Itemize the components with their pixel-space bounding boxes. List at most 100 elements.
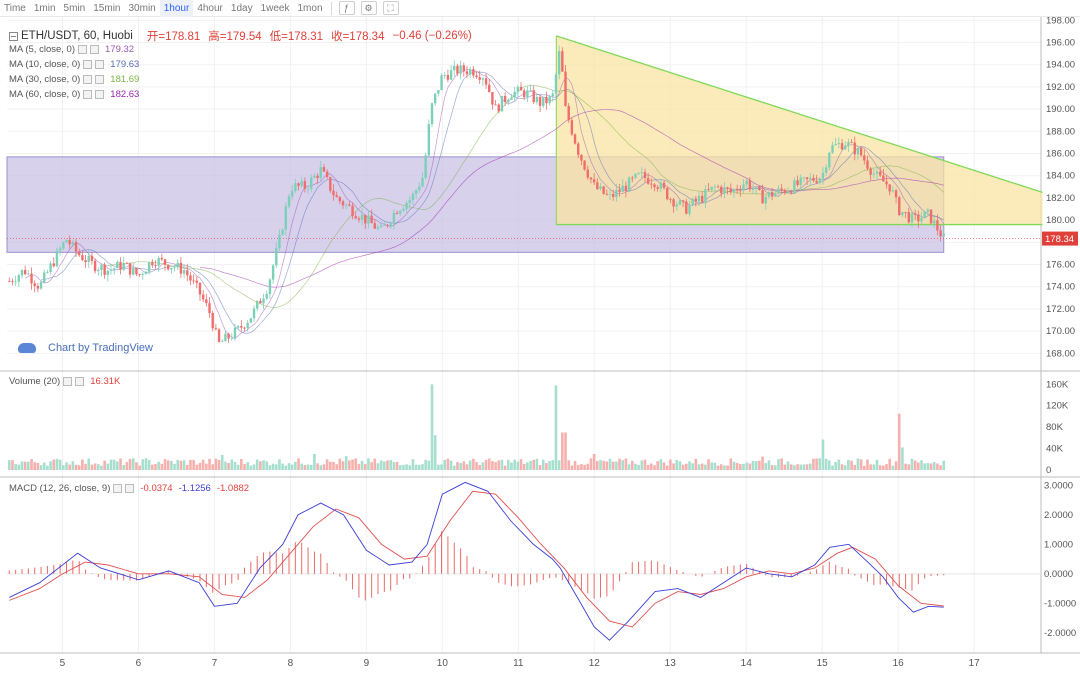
volume-bar bbox=[252, 464, 256, 470]
volume-bar bbox=[675, 459, 679, 470]
interval-15min[interactable]: 15min bbox=[93, 2, 121, 14]
volume-bar bbox=[39, 465, 43, 470]
candle-body bbox=[310, 177, 313, 189]
candle-body bbox=[265, 294, 268, 299]
macd-legend-label[interactable]: MACD (12, 26, close, 9) bbox=[9, 483, 111, 494]
interval-30min[interactable]: 30min bbox=[128, 2, 156, 14]
volume-bar bbox=[246, 462, 249, 470]
settings-icon[interactable] bbox=[83, 75, 93, 84]
close-icon[interactable] bbox=[75, 377, 85, 386]
volume-bar bbox=[205, 463, 208, 470]
settings-icon[interactable] bbox=[78, 45, 87, 54]
volume-bar bbox=[427, 460, 431, 470]
volume-bar bbox=[424, 459, 427, 470]
interval-1hour[interactable]: 1hour bbox=[159, 0, 194, 17]
candle-body bbox=[389, 223, 392, 226]
candle-body bbox=[697, 195, 701, 202]
volume-bar bbox=[742, 463, 745, 470]
close-icon[interactable] bbox=[125, 484, 135, 493]
macd-tick-label: 2.0000 bbox=[1044, 510, 1073, 521]
volume-bar bbox=[526, 462, 529, 470]
settings-icon[interactable] bbox=[83, 90, 93, 99]
candle-body bbox=[65, 239, 68, 243]
symbol-title[interactable]: ETH/USDT, 60, Huobi bbox=[21, 30, 133, 42]
volume-bar bbox=[452, 465, 456, 470]
volume-bar bbox=[716, 465, 720, 470]
volume-bar bbox=[243, 463, 246, 470]
candle-body bbox=[516, 86, 520, 92]
candle-body bbox=[700, 195, 704, 202]
volume-bar bbox=[383, 461, 386, 470]
volume-bar bbox=[828, 460, 831, 470]
volume-bar bbox=[618, 458, 621, 470]
ma-line bbox=[41, 71, 944, 334]
drawings-layer bbox=[6, 35, 1043, 253]
volume-bar bbox=[710, 462, 714, 470]
volume-bar bbox=[322, 464, 326, 470]
volume-bar bbox=[532, 459, 536, 470]
interval-1mon[interactable]: 1mon bbox=[297, 2, 323, 14]
volume-bar bbox=[189, 459, 192, 470]
interval-5min[interactable]: 5min bbox=[63, 2, 86, 14]
volume-bar bbox=[608, 458, 612, 470]
candle-body bbox=[402, 208, 405, 211]
fullscreen-icon[interactable]: ⛶ bbox=[382, 1, 399, 15]
volume-bar bbox=[735, 462, 739, 470]
close-icon[interactable] bbox=[95, 75, 105, 84]
volume-bar bbox=[894, 461, 898, 470]
settings-icon[interactable] bbox=[113, 484, 123, 493]
close-icon[interactable] bbox=[95, 90, 105, 99]
candle-body bbox=[710, 186, 713, 191]
interval-1week[interactable]: 1week bbox=[260, 2, 290, 14]
ma-legend-label[interactable]: MA (10, close, 0) bbox=[9, 59, 81, 70]
candle-body bbox=[103, 264, 106, 275]
indicator-icon[interactable]: ƒ bbox=[338, 1, 355, 15]
settings-icon[interactable] bbox=[83, 60, 93, 69]
candle-body bbox=[23, 269, 27, 275]
candle-body bbox=[49, 263, 52, 273]
volume-bar bbox=[694, 458, 698, 470]
settings-icon[interactable]: ⚙ bbox=[360, 1, 377, 15]
volume-bar bbox=[500, 459, 504, 470]
macd-signal-line bbox=[9, 490, 944, 628]
macd-hist-value: -0.0374 bbox=[140, 483, 173, 494]
volume-bar bbox=[55, 458, 59, 470]
interval-time[interactable]: Time bbox=[4, 2, 26, 14]
candle-body bbox=[453, 65, 456, 71]
date-tick-label: 12 bbox=[589, 658, 601, 669]
candle-body bbox=[472, 69, 475, 76]
interval-1min[interactable]: 1min bbox=[33, 2, 56, 14]
volume-bar bbox=[363, 464, 367, 470]
ma-legend-label[interactable]: MA (5, close, 0) bbox=[9, 44, 75, 55]
ma-legend-label[interactable]: MA (60, close, 0) bbox=[9, 89, 81, 100]
candle-body bbox=[192, 280, 195, 282]
candle-body bbox=[297, 183, 300, 186]
tradingview-watermark[interactable]: Chart by TradingView bbox=[18, 342, 153, 354]
volume-bar bbox=[866, 459, 869, 470]
volume-bar bbox=[290, 464, 294, 470]
settings-icon[interactable] bbox=[63, 377, 73, 386]
ma-legend-label[interactable]: MA (30, close, 0) bbox=[9, 74, 81, 85]
candle-body bbox=[408, 200, 411, 203]
interval-4hour[interactable]: 4hour bbox=[197, 2, 223, 14]
candle-body bbox=[789, 191, 793, 193]
volume-bar bbox=[939, 465, 942, 470]
volume-legend: Volume (20) 16.31K bbox=[9, 376, 120, 387]
candle-body bbox=[217, 329, 221, 342]
volume-legend-label[interactable]: Volume (20) bbox=[9, 376, 61, 387]
close-icon[interactable] bbox=[95, 60, 105, 69]
volume-bar bbox=[824, 458, 828, 470]
close-icon[interactable] bbox=[90, 45, 99, 54]
volume-tick-label: 80K bbox=[1046, 422, 1064, 433]
macd-tick-label: 1.0000 bbox=[1044, 539, 1073, 550]
collapse-legend-icon[interactable] bbox=[9, 31, 18, 41]
interval-1day[interactable]: 1day bbox=[230, 2, 253, 14]
candle-body bbox=[561, 51, 564, 72]
candle-body bbox=[522, 90, 526, 98]
candle-body bbox=[936, 220, 939, 231]
date-tick-label: 17 bbox=[969, 658, 981, 669]
volume-bar bbox=[739, 464, 742, 470]
volume-bar bbox=[357, 463, 361, 470]
volume-tick-label: 160K bbox=[1046, 379, 1069, 390]
